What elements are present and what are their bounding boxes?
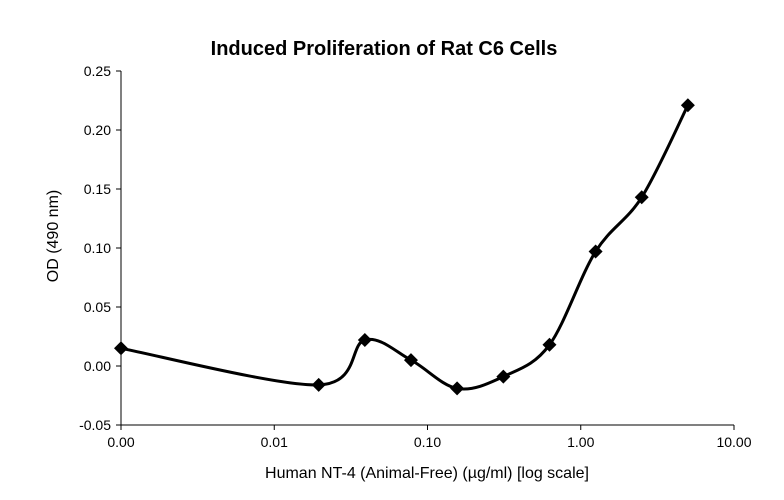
series-line <box>119 103 690 391</box>
x-tick-label: 1.00 <box>567 434 594 450</box>
y-tick-label: 0.20 <box>84 122 111 138</box>
x-axis-label: Human NT-4 (Animal-Free) (µg/ml) [log sc… <box>265 465 589 482</box>
x-tick-label: 0.10 <box>414 434 441 450</box>
data-point-marker <box>311 377 326 392</box>
data-point-marker <box>634 190 649 205</box>
data-point-marker <box>588 244 603 259</box>
y-axis-label: OD (490 nm) <box>45 190 62 282</box>
data-point-marker <box>403 353 418 368</box>
y-axis-ticks: -0.05 0.00 0.05 0.10 0.15 0.20 0.25 <box>79 63 121 433</box>
y-tick-label: 0.10 <box>84 240 111 256</box>
data-point-marker <box>542 337 557 352</box>
data-point-marker <box>496 369 511 384</box>
chart-title: Induced Proliferation of Rat C6 Cells <box>211 38 558 60</box>
x-axis-ticks: 0.00 0.01 0.10 1.00 10.00 <box>107 425 752 450</box>
data-point-marker <box>450 381 465 396</box>
y-tick-label: 0.25 <box>84 63 111 79</box>
x-tick-label: 0.00 <box>107 434 134 450</box>
x-tick-label: 0.01 <box>261 434 288 450</box>
data-point-marker <box>680 98 695 113</box>
x-tick-label: 10.00 <box>716 434 751 450</box>
y-tick-label: 0.05 <box>84 299 111 315</box>
y-tick-label: -0.05 <box>79 417 111 433</box>
y-tick-label: 0.00 <box>84 358 111 374</box>
data-point-marker <box>357 333 372 348</box>
data-point-marker <box>114 341 128 356</box>
y-tick-label: 0.15 <box>84 181 111 197</box>
data-markers <box>114 98 695 396</box>
